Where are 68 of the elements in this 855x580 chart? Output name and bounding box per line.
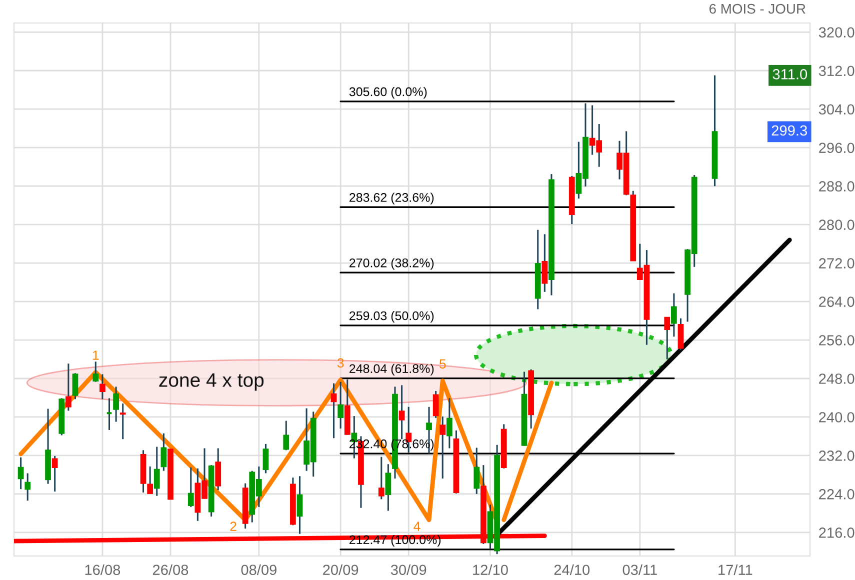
candlestick [65, 362, 72, 412]
y-tick-label: 272.0 [819, 258, 854, 268]
candlestick [72, 372, 78, 400]
candlestick [24, 472, 31, 502]
candlestick [120, 402, 126, 440]
y-tick-label: 280.0 [819, 220, 854, 230]
candlestick [432, 390, 439, 419]
y-tick-label: 288.0 [819, 181, 854, 192]
annotation: 311.0 [772, 69, 808, 80]
y-tick-label: 312.0 [818, 66, 854, 76]
candlestick [188, 466, 194, 508]
candlestick [678, 318, 684, 351]
x-tick-label: 20/09 [323, 564, 358, 576]
candlestick [147, 466, 154, 495]
y-tick-label: 248.0 [819, 374, 854, 384]
y-tick-label: 216.0 [819, 528, 854, 538]
candlestick [385, 463, 392, 512]
x-tick-label: 24/10 [554, 564, 590, 576]
y-tick-label: 264.0 [819, 296, 854, 307]
x-tick-label: 08/09 [241, 564, 276, 576]
candlestick [52, 455, 58, 492]
candlestick [378, 456, 384, 500]
series-label: 305.60 (0.0%) [349, 86, 427, 99]
y-tick-label: 320.0 [818, 27, 854, 38]
annotation: 5 [439, 359, 446, 369]
y-tick-label: 256.0 [819, 335, 854, 346]
candlestick [440, 416, 446, 480]
chart-subtitle: 6 MOIS - JOUR [709, 4, 806, 14]
annotation: 2 [230, 522, 236, 531]
annotation: zone 4 x top [159, 373, 264, 391]
candlestick [154, 446, 160, 497]
candlestick [106, 397, 113, 431]
y-tick-label: 232.0 [819, 450, 854, 461]
annotation: 1 [92, 350, 99, 360]
annotation: 3 [337, 358, 344, 368]
series-label: 270.02 (38.2%) [350, 258, 434, 270]
candlestick [446, 397, 452, 450]
annotation: 299.3 [772, 125, 807, 136]
x-tick-label: 30/09 [390, 564, 426, 576]
y-tick-label: 304.0 [818, 104, 854, 115]
annotation: 4 [414, 522, 420, 531]
candlestick [474, 447, 480, 495]
series-label: 283.62 (23.6%) [350, 192, 434, 204]
x-tick-label: 26/08 [152, 564, 188, 576]
series-label: 248.04 (61.8%) [350, 364, 434, 376]
candlestick [338, 381, 344, 430]
candlestick [330, 382, 337, 439]
x-tick-label: 16/08 [85, 564, 120, 576]
candlestick [160, 432, 167, 472]
candlestick [283, 420, 290, 451]
candlestick [398, 384, 405, 440]
series-label: 259.03 (50.0%) [350, 311, 434, 323]
x-tick-label: 12/10 [473, 564, 508, 576]
candlestick [215, 447, 222, 491]
candlestick [100, 373, 106, 400]
y-tick-label: 296.0 [819, 142, 854, 154]
candlestick [670, 292, 677, 338]
x-tick-label: 03/11 [622, 564, 657, 576]
candlestick [296, 475, 303, 535]
candlestick [92, 360, 99, 383]
candlestick [262, 443, 269, 474]
y-tick-label: 240.0 [819, 412, 854, 422]
candlestick [18, 456, 24, 490]
y-tick-label: 224.0 [819, 489, 854, 500]
candlestick [113, 386, 119, 423]
candlestick [542, 233, 548, 293]
candlestick [664, 316, 670, 360]
x-tick-label: 17/11 [718, 564, 752, 576]
